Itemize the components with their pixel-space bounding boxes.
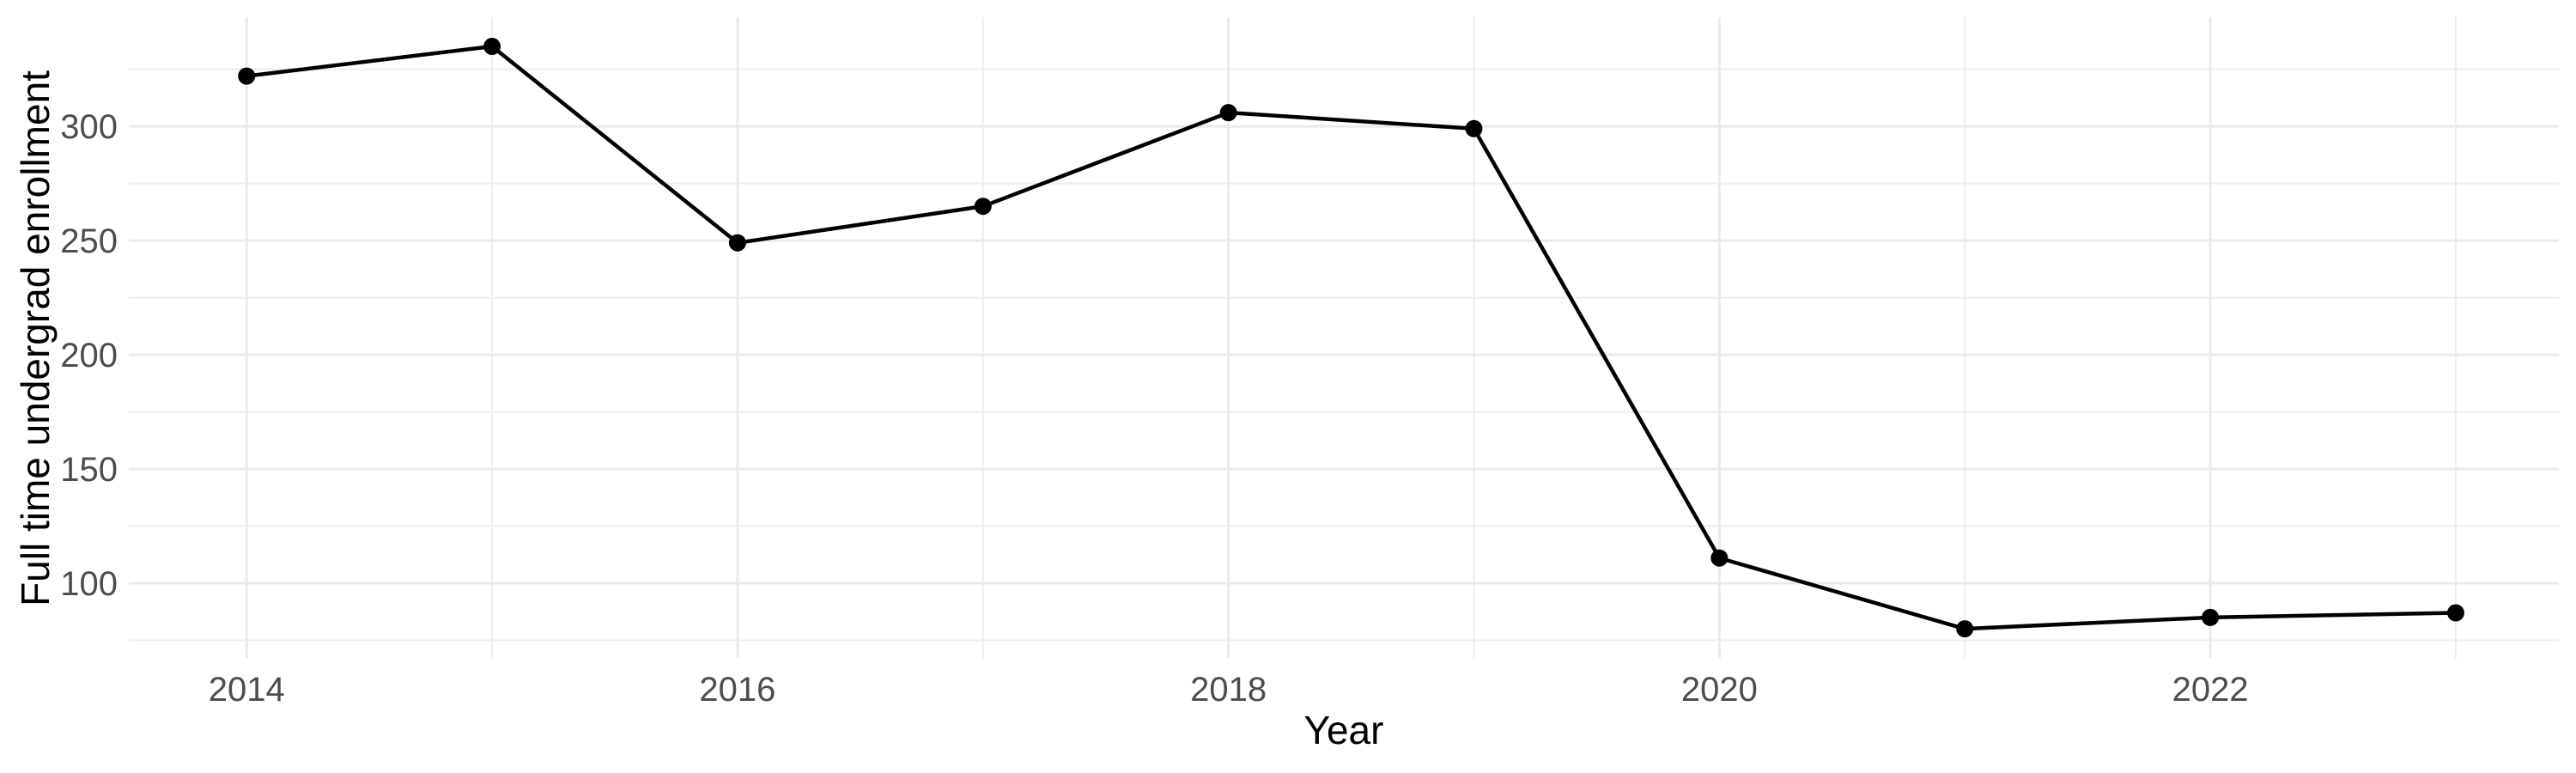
gridlines-minor	[129, 17, 2559, 659]
y-tick-label: 300	[60, 108, 118, 146]
y-tick-label: 100	[60, 565, 118, 603]
x-tick-label: 2018	[1190, 671, 1267, 709]
y-tick-label: 150	[60, 451, 118, 489]
x-tick-label: 2020	[1681, 671, 1758, 709]
gridlines-major	[129, 17, 2559, 659]
data-point	[1219, 104, 1237, 122]
data-point	[974, 198, 992, 216]
data-point	[483, 38, 501, 56]
y-tick-label: 200	[60, 337, 118, 374]
x-tick-label: 2014	[209, 671, 285, 709]
data-point	[1465, 119, 1483, 137]
x-tick-label: 2016	[699, 671, 775, 709]
data-point	[1956, 620, 1974, 638]
series-line	[244, 44, 2458, 631]
y-axis-tick-labels: 100 150 200 250 300	[60, 108, 118, 603]
data-point	[238, 67, 256, 85]
data-series	[238, 38, 2464, 638]
data-point	[1710, 549, 1728, 567]
x-axis-tick-labels: 2014 2016 2018 2020 2022	[209, 671, 2249, 709]
y-axis-title: Full time undergrad enrollment	[13, 70, 58, 606]
x-axis-title: Year	[1304, 708, 1384, 752]
y-tick-label: 250	[60, 222, 118, 260]
data-point	[2202, 608, 2220, 626]
data-point	[728, 234, 746, 252]
x-tick-label: 2022	[2172, 671, 2249, 709]
data-point	[2446, 604, 2464, 622]
